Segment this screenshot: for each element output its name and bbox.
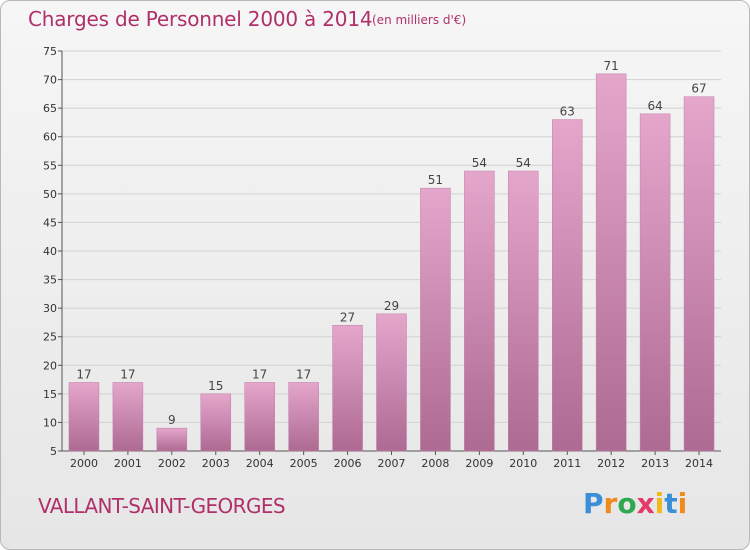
- chart-title: Charges de Personnel 2000 à 2014: [28, 7, 373, 31]
- y-tick-label: 40: [43, 245, 57, 258]
- bar-2003: [200, 393, 232, 452]
- y-tick-label: 75: [43, 45, 57, 58]
- bar-2012: [595, 73, 627, 452]
- bar-2009: [464, 170, 495, 452]
- data-label: 54: [516, 156, 531, 170]
- x-tick-label: 2012: [597, 457, 625, 470]
- data-label: 17: [296, 367, 311, 381]
- data-label: 17: [120, 367, 135, 381]
- x-tick-label: 2006: [334, 457, 362, 470]
- data-label: 27: [340, 310, 355, 324]
- x-tick-label: 2003: [202, 457, 230, 470]
- x-tick-label: 2013: [641, 457, 669, 470]
- y-tick-label: 15: [43, 388, 57, 401]
- label-layer: 17 17 9 15 17 17 27 29 51 54 54 63 71 64 67: [76, 59, 706, 427]
- y-tick-label: 5: [50, 445, 57, 458]
- bar-2014: [683, 96, 715, 452]
- data-label: 54: [472, 156, 487, 170]
- x-tick-label: 2000: [70, 457, 98, 470]
- x-tick-label: 2002: [158, 457, 186, 470]
- data-label: 17: [76, 367, 91, 381]
- bar-2005: [288, 382, 319, 452]
- proxiti-logo[interactable]: Proxiti: [583, 487, 688, 520]
- x-tick-label: 2010: [509, 457, 537, 470]
- bar-2013: [639, 113, 671, 452]
- data-label: 29: [384, 299, 399, 313]
- y-tick-label: 20: [43, 359, 57, 372]
- x-tick-label: 2005: [290, 457, 318, 470]
- data-label: 51: [428, 173, 443, 187]
- bar-2011: [551, 119, 583, 452]
- bar-2010: [508, 170, 539, 452]
- bar-layer: [68, 73, 715, 452]
- y-tick-label: 10: [43, 416, 57, 429]
- x-tick-label: 2009: [465, 457, 493, 470]
- axis-layer: 5 10 15 20 25 30 35 40 45 50 55 60 65 70 75 2000 2001 200…: [43, 45, 721, 470]
- y-tick-label: 70: [43, 74, 57, 87]
- chart-subtitle: (en milliers d'€): [372, 13, 467, 27]
- y-tick-label: 50: [43, 188, 57, 201]
- y-tick-label: 55: [43, 159, 57, 172]
- y-tick-label: 60: [43, 131, 57, 144]
- data-label: 71: [604, 59, 619, 73]
- bar-2000: [68, 382, 100, 452]
- x-tick-label: 2011: [553, 457, 581, 470]
- y-tick-label: 45: [43, 216, 57, 229]
- bar-2001: [112, 382, 144, 452]
- bar-2006: [332, 325, 363, 452]
- data-label: 67: [691, 82, 706, 96]
- bar-2002: [156, 427, 188, 452]
- data-label: 63: [560, 105, 575, 119]
- x-tick-label: 2014: [685, 457, 713, 470]
- y-tick-label: 65: [43, 102, 57, 115]
- data-label: 9: [168, 413, 176, 427]
- bar-2007: [376, 313, 407, 452]
- data-label: 17: [252, 367, 267, 381]
- y-tick-label: 25: [43, 331, 57, 344]
- x-tick-label: 2001: [114, 457, 142, 470]
- y-tick-label: 35: [43, 274, 57, 287]
- x-tick-label: 2008: [421, 457, 449, 470]
- commune-name: VALLANT-SAINT-GEORGES: [38, 494, 286, 518]
- data-label: 15: [208, 379, 223, 393]
- x-tick-label: 2007: [378, 457, 406, 470]
- data-label: 64: [647, 99, 662, 113]
- x-tick-label: 2004: [246, 457, 274, 470]
- y-tick-label: 30: [43, 302, 57, 315]
- bar-2004: [244, 382, 275, 452]
- bar-2008: [420, 187, 451, 452]
